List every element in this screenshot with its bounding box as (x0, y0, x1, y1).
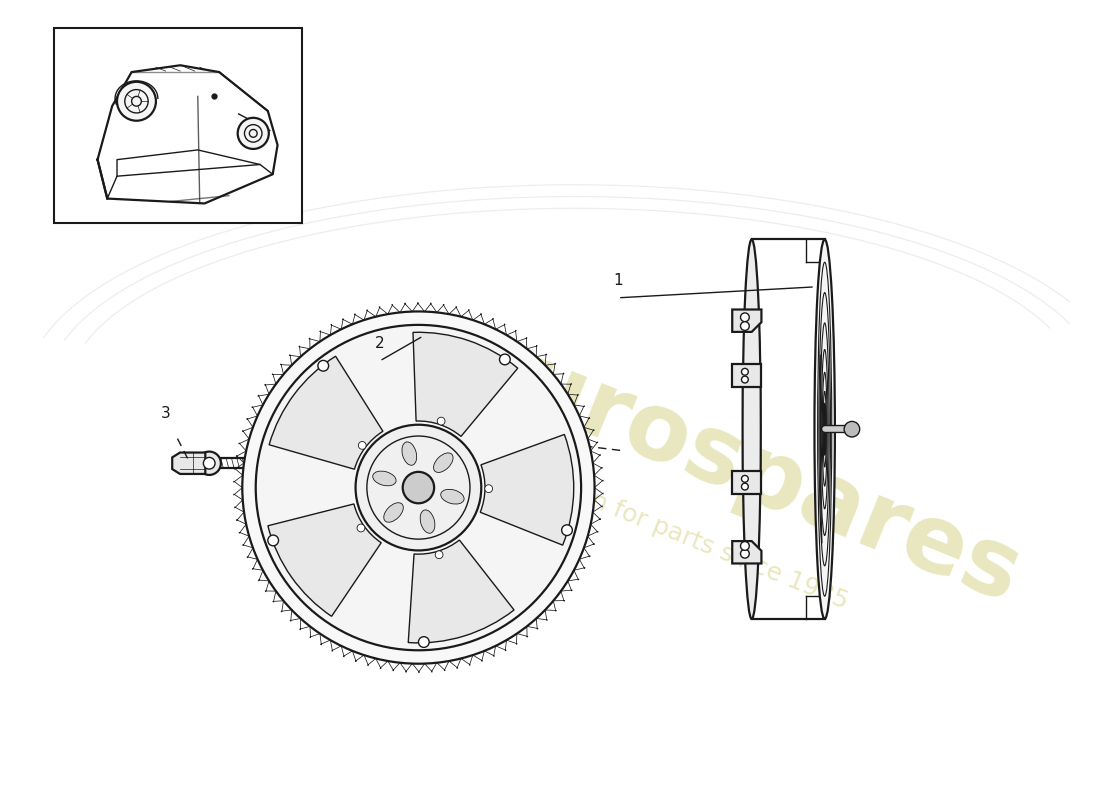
Circle shape (740, 550, 749, 558)
Circle shape (741, 368, 748, 375)
Circle shape (436, 551, 443, 558)
Circle shape (438, 418, 446, 425)
Text: eurospares: eurospares (446, 314, 1034, 622)
Ellipse shape (742, 239, 761, 619)
Wedge shape (481, 434, 574, 545)
Polygon shape (733, 471, 761, 494)
Ellipse shape (402, 442, 417, 466)
Bar (54, 28, 301, 223)
Circle shape (358, 524, 365, 532)
Circle shape (242, 311, 594, 664)
Text: 1: 1 (613, 273, 623, 288)
Circle shape (355, 425, 482, 550)
Circle shape (204, 458, 214, 469)
Wedge shape (270, 356, 383, 470)
Wedge shape (408, 540, 514, 643)
Text: a passion for parts since 1985: a passion for parts since 1985 (492, 450, 851, 614)
Wedge shape (412, 332, 518, 437)
Polygon shape (733, 310, 761, 332)
Circle shape (741, 475, 748, 482)
Text: 3: 3 (161, 406, 170, 422)
Circle shape (255, 325, 581, 650)
Circle shape (562, 525, 572, 535)
Ellipse shape (373, 471, 396, 486)
Circle shape (318, 361, 329, 371)
Circle shape (485, 485, 493, 493)
Polygon shape (733, 541, 761, 563)
Ellipse shape (824, 405, 826, 454)
Circle shape (499, 354, 510, 365)
Circle shape (741, 483, 748, 490)
Polygon shape (733, 364, 761, 387)
Ellipse shape (441, 490, 464, 504)
Circle shape (418, 637, 429, 647)
Ellipse shape (420, 510, 434, 534)
Circle shape (740, 542, 749, 550)
Wedge shape (268, 504, 382, 616)
Circle shape (267, 535, 278, 546)
Text: 2: 2 (375, 336, 384, 351)
Polygon shape (173, 453, 206, 474)
Circle shape (238, 118, 268, 149)
Circle shape (403, 472, 434, 503)
Circle shape (740, 313, 749, 322)
Ellipse shape (384, 502, 404, 522)
Ellipse shape (433, 453, 453, 473)
Circle shape (117, 82, 156, 121)
Circle shape (741, 376, 748, 383)
Circle shape (198, 451, 221, 475)
Circle shape (359, 442, 366, 450)
Ellipse shape (814, 239, 835, 619)
Circle shape (844, 422, 860, 437)
Circle shape (740, 322, 749, 330)
